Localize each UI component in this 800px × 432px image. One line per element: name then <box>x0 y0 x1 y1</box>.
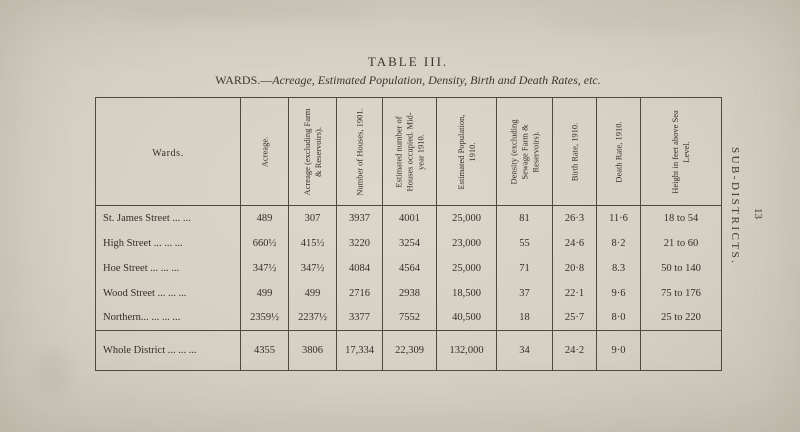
value-cell: 50 to 140 <box>640 255 722 281</box>
value-cell: 2716 <box>336 280 383 306</box>
column-header-height: Height in feet above Sea Level. <box>640 97 722 206</box>
value-cell: 2237½ <box>288 305 337 331</box>
ward-cell: High Street ... ... ... <box>103 237 183 249</box>
value-cell: 3806 <box>288 330 337 371</box>
value-cell: 22,309 <box>382 330 437 371</box>
table-row: Hoe Street ... ... ... 347½ 347½ 4084 45… <box>96 255 722 281</box>
table-row-total: Whole District ... ... ... 4355 3806 17,… <box>95 330 722 371</box>
value-cell: 3220 <box>336 230 383 256</box>
side-label-sub-districts: SUB-DISTRICTS. <box>729 147 741 266</box>
column-header-label: Estimated Population, 1910. <box>455 113 477 190</box>
ward-cell: St. James Street ... ... <box>103 212 191 224</box>
value-cell: 3254 <box>382 230 437 256</box>
value-cell: 499 <box>288 280 337 306</box>
value-cell: 3377 <box>336 305 383 331</box>
value-cell: 20·8 <box>552 255 597 281</box>
value-cell: 18 to 54 <box>640 205 722 231</box>
table-row: Wood Street ... ... ... 499 499 2716 293… <box>96 280 722 306</box>
ward-cell: Wood Street ... ... ... <box>103 287 187 299</box>
column-header-label: Acreage (excluding Farm & Reservoirs). <box>301 108 323 195</box>
value-cell: 7552 <box>382 305 437 331</box>
value-cell: 17,334 <box>336 330 383 371</box>
column-header-houses-occupied-1910: Estimated number of Houses occupied. Mid… <box>382 97 437 206</box>
column-header-label: Estimated number of Houses occupied. Mid… <box>392 111 426 192</box>
value-cell: 489 <box>240 205 289 231</box>
value-cell: 499 <box>240 280 289 306</box>
value-cell: 2938 <box>382 280 437 306</box>
value-cell: 25,000 <box>436 205 497 231</box>
column-header-label: Birth Rate, 1910. <box>568 122 579 181</box>
value-cell: 25,000 <box>436 255 497 281</box>
column-header-label: Death Rate, 1910. <box>612 120 623 183</box>
column-header-houses-1901: Number of Houses, 1901. <box>336 97 383 206</box>
value-cell: 307 <box>288 205 337 231</box>
page-subtitle: WARDS.—Acreage, Estimated Population, De… <box>95 73 721 88</box>
value-cell: 8·2 <box>596 230 641 256</box>
value-cell: 22·1 <box>552 280 597 306</box>
value-cell: 34 <box>496 330 553 371</box>
value-cell: 347½ <box>288 255 337 281</box>
column-header-label: Height in feet above Sea Level. <box>669 109 691 194</box>
column-header-label: Number of Houses, 1901. <box>353 107 364 196</box>
value-cell: 37 <box>496 280 553 306</box>
value-cell: 18,500 <box>436 280 497 306</box>
column-header-label: Density (excluding Sewage Farm & Reservo… <box>507 119 541 184</box>
subtitle-text: Acreage, Estimated Population, Density, … <box>272 73 601 87</box>
value-cell: 75 to 176 <box>640 280 722 306</box>
header-row: Wards. Acreage. Acreage (excluding Farm … <box>95 97 722 206</box>
value-cell: 8.3 <box>596 255 641 281</box>
value-cell: 25 to 220 <box>640 305 722 331</box>
ward-cell: Hoe Street ... ... ... <box>103 262 180 274</box>
value-cell: 347½ <box>240 255 289 281</box>
column-header-birth-rate: Birth Rate, 1910. <box>552 97 597 206</box>
column-header-estimated-population: Estimated Population, 1910. <box>436 97 497 206</box>
value-cell: 4564 <box>382 255 437 281</box>
value-cell: 23,000 <box>436 230 497 256</box>
value-cell: 21 to 60 <box>640 230 722 256</box>
value-cell: 24·6 <box>552 230 597 256</box>
page-title: TABLE III. <box>367 54 449 69</box>
column-header-wards: Wards. <box>95 97 241 206</box>
value-cell: 40,500 <box>436 305 497 331</box>
wards-table: Wards. Acreage. Acreage (excluding Farm … <box>95 97 722 371</box>
page-number: 13 <box>752 208 764 219</box>
value-cell: 2359½ <box>240 305 289 331</box>
column-header-density: Density (excluding Sewage Farm & Reservo… <box>496 97 553 206</box>
value-cell <box>640 330 722 371</box>
ward-cell: Northern... ... ... ... <box>103 312 181 324</box>
value-cell: 25·7 <box>552 305 597 331</box>
value-cell: 26·3 <box>552 205 597 231</box>
value-cell: 11·6 <box>596 205 641 231</box>
value-cell: 4355 <box>240 330 289 371</box>
value-cell: 55 <box>496 230 553 256</box>
value-cell: 8·0 <box>596 305 641 331</box>
scan-artifact <box>36 350 70 396</box>
value-cell: 4084 <box>336 255 383 281</box>
value-cell: 81 <box>496 205 553 231</box>
scan-artifact <box>540 18 710 28</box>
column-header-acreage-excluding: Acreage (excluding Farm & Reservoirs). <box>288 97 337 206</box>
wards-table-wrap: Wards. Acreage. Acreage (excluding Farm … <box>95 97 722 371</box>
column-header-death-rate: Death Rate, 1910. <box>596 97 641 206</box>
column-header-label: Acreage. <box>258 136 269 167</box>
value-cell: 71 <box>496 255 553 281</box>
value-cell: 415½ <box>288 230 337 256</box>
table-row: Northern... ... ... ... 2359½ 2237½ 3377… <box>96 305 722 331</box>
subtitle-prefix: WARDS.— <box>215 73 273 87</box>
value-cell: 9·6 <box>596 280 641 306</box>
scan-artifact <box>120 4 380 18</box>
value-cell: 132,000 <box>436 330 497 371</box>
value-cell: 9·0 <box>596 330 641 371</box>
value-cell: 18 <box>496 305 553 331</box>
value-cell: 3937 <box>336 205 383 231</box>
value-cell: 4001 <box>382 205 437 231</box>
column-header-acreage: Acreage. <box>240 97 289 206</box>
value-cell: 660½ <box>240 230 289 256</box>
column-header-label: Wards. <box>152 147 184 159</box>
table-row: High Street ... ... ... 660½ 415½ 3220 3… <box>96 230 722 256</box>
ward-cell: Whole District ... ... ... <box>95 330 241 371</box>
table-row: St. James Street ... ... 489 307 3937 40… <box>96 205 722 231</box>
value-cell: 24·2 <box>552 330 597 371</box>
